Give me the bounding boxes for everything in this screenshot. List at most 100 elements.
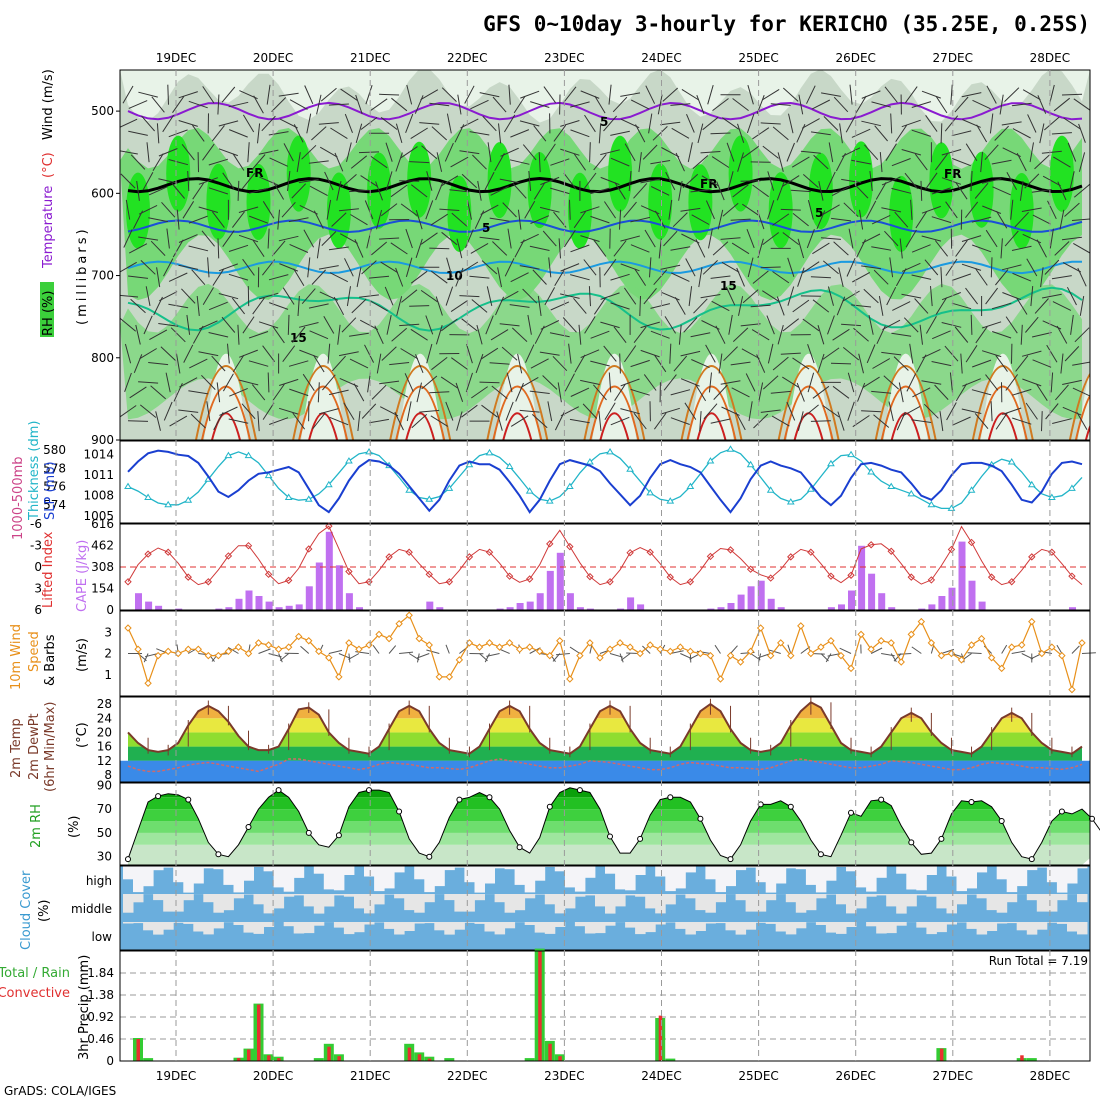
wind-barb — [505, 401, 514, 421]
wind-barb — [267, 228, 270, 249]
thickness-point — [967, 486, 976, 493]
wind-barb — [358, 151, 380, 154]
wind-barb — [925, 172, 938, 190]
wind-barb — [156, 267, 161, 288]
wind-barb — [935, 153, 948, 171]
cloud-cell — [554, 894, 566, 914]
wind-barb — [950, 84, 953, 105]
wind-barb — [861, 410, 882, 413]
wind-barb — [336, 180, 342, 201]
cloud-cell — [524, 894, 536, 899]
wind-barb — [405, 257, 413, 278]
wind-barb — [839, 123, 843, 144]
cape-bar — [938, 596, 946, 610]
cloud-cell — [444, 894, 455, 901]
wind-barb — [573, 211, 587, 229]
wind-barb — [267, 372, 270, 393]
wind-barb — [338, 208, 359, 212]
thickness-point — [304, 495, 313, 502]
wind-speed-point — [656, 645, 664, 653]
cape-bar — [556, 552, 564, 610]
thickness-point — [606, 447, 614, 455]
isotherm-5 — [127, 219, 1083, 234]
wind-barb — [490, 329, 509, 341]
wind-barb — [716, 181, 725, 201]
wind-barb — [588, 286, 591, 307]
wind-barb — [1053, 97, 1071, 112]
cloud-cell — [755, 866, 767, 883]
ylabel-rh-unit: (%) — [67, 816, 82, 839]
cloud-cell — [213, 866, 224, 870]
wind-barb — [981, 178, 1002, 184]
cloud-cell — [926, 894, 937, 897]
precip-convective-bar — [538, 951, 542, 1061]
wind-barb — [472, 154, 487, 170]
cloud-cell — [695, 894, 706, 911]
wind-barb — [955, 383, 968, 402]
wind-barb — [519, 265, 540, 270]
wind-barb — [537, 296, 542, 316]
wind-barb — [949, 372, 953, 393]
cape-bar — [928, 604, 936, 610]
wind-speed-point — [646, 641, 654, 649]
wind-barb — [410, 184, 428, 198]
wind-barb — [688, 286, 693, 307]
wind-barb — [762, 375, 779, 390]
wind-barb — [395, 152, 403, 172]
wind-barb — [782, 87, 799, 102]
wind-barb-10m — [827, 653, 842, 657]
wind-barb — [874, 125, 888, 142]
precip-convective-bar — [407, 1047, 412, 1061]
cloud-cell — [1046, 866, 1058, 883]
cloud-cell — [444, 922, 455, 935]
cape-bar — [767, 598, 775, 610]
ylabel-temperature: Temperature — [41, 186, 56, 269]
cloud-cell — [464, 922, 475, 923]
rh-moist-layer — [120, 127, 1082, 301]
wind-barb — [269, 417, 289, 425]
wind-barb — [845, 114, 857, 133]
cloud-cell — [956, 894, 967, 905]
wind-barb — [842, 347, 860, 361]
cape-bar — [506, 607, 514, 610]
cloud-cell — [695, 922, 706, 931]
wind-barb — [1066, 286, 1077, 306]
wind-barb — [780, 208, 801, 211]
wind-barb — [989, 113, 994, 134]
wind-barb — [166, 228, 170, 249]
wind-barb — [542, 375, 558, 390]
wind-barb — [862, 376, 880, 389]
wind-barb — [694, 383, 707, 402]
wind-barb — [548, 257, 552, 278]
rh-point — [546, 803, 553, 810]
wind-barb — [640, 349, 660, 358]
wind-barb — [600, 176, 620, 186]
cloud-cell — [574, 894, 586, 897]
cloud-cell — [273, 866, 285, 888]
cloud-cell — [394, 866, 405, 873]
wind-speed-point — [696, 649, 705, 658]
wind-barb — [904, 86, 918, 104]
wind-barb — [369, 418, 389, 424]
thickness-point — [264, 471, 273, 479]
wind-barb — [1050, 372, 1054, 393]
wind-barb-10m — [680, 653, 693, 660]
wind-barb — [1036, 239, 1047, 258]
cloud-cell — [886, 922, 897, 934]
wind-barb — [760, 266, 781, 269]
wind-barb — [992, 331, 1012, 339]
wind-barb — [838, 267, 844, 288]
wind-barb — [770, 103, 791, 106]
wind-barb — [722, 117, 739, 130]
wind-barb — [124, 343, 132, 364]
wind-barb — [1053, 156, 1071, 168]
wind-barb — [904, 172, 918, 190]
ylabel-10m-wind: 10m Wind — [9, 624, 24, 690]
thickness-point — [626, 465, 634, 472]
wind-barb — [390, 184, 408, 198]
wind-barb — [231, 297, 245, 315]
wind-barb — [1021, 207, 1042, 212]
cloud-cell — [725, 866, 736, 887]
wind-barb — [925, 115, 938, 132]
thickness-tick: 574 — [43, 498, 66, 512]
